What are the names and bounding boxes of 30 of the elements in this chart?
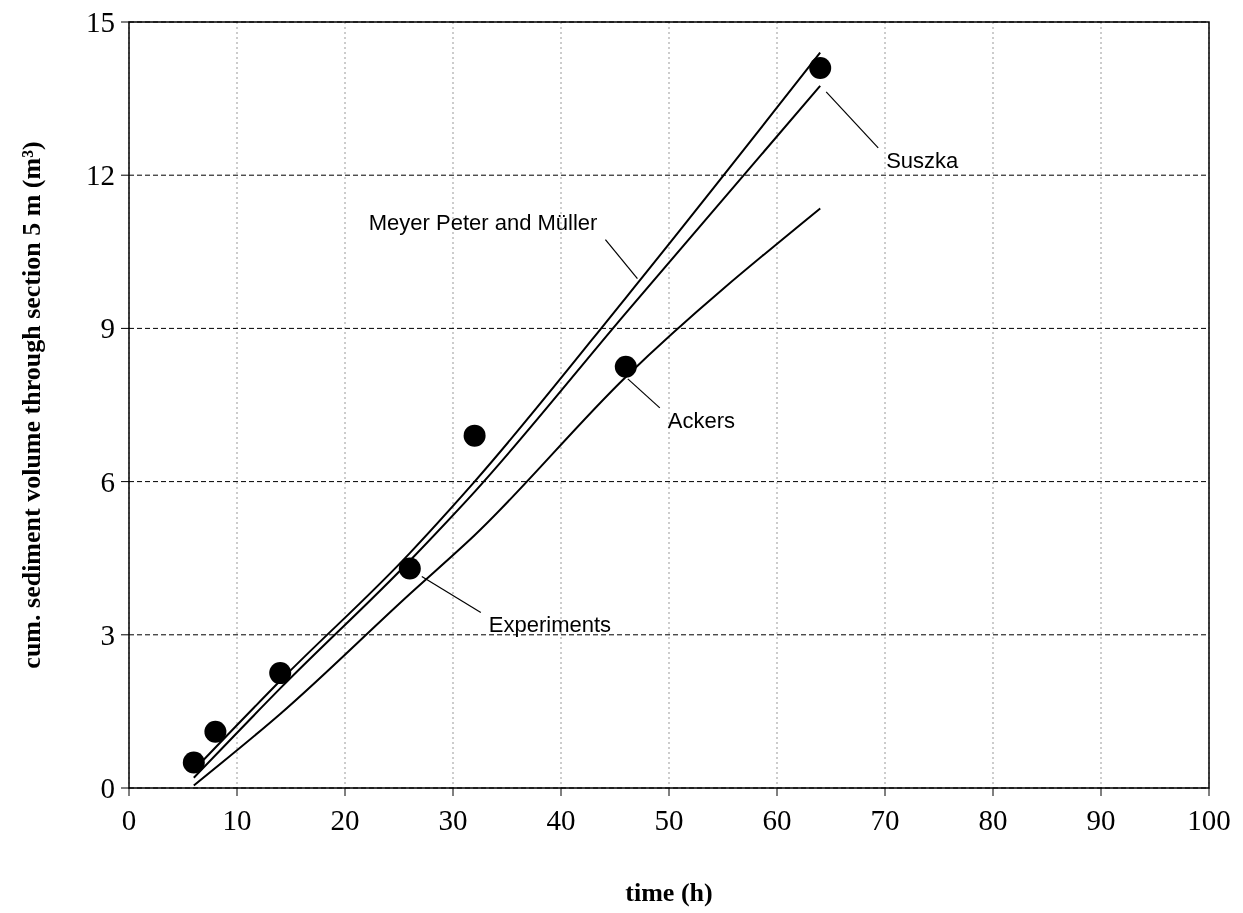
- x-tick-label: 60: [762, 804, 792, 836]
- text: Meyer Peter and Müller: [368, 209, 598, 235]
- x-tick-label: 80: [978, 804, 1008, 836]
- point: [398, 557, 421, 580]
- point: [269, 662, 292, 685]
- point: [463, 424, 486, 447]
- x-tick-label: 70: [870, 804, 900, 836]
- x-tick-label: 50: [654, 804, 684, 836]
- x-axis-title: time (h): [625, 878, 713, 907]
- point: [182, 751, 205, 774]
- y-tick-label: 12: [86, 159, 115, 192]
- x-tick-label: 0: [121, 804, 137, 836]
- y-axis-title: cum. sediment volume through section 5 m (m³): [17, 141, 46, 669]
- x-tick-label: 30: [438, 804, 468, 836]
- y-tick-label: 3: [100, 618, 115, 651]
- y-tick-label: 9: [100, 312, 115, 345]
- text: Ackers: [667, 407, 736, 433]
- x-tick-label: 40: [546, 804, 576, 836]
- point: [614, 355, 637, 378]
- text: Experiments: [488, 612, 612, 638]
- point: [809, 56, 832, 79]
- x-tick-label: 90: [1086, 804, 1116, 836]
- text: Suszka: [886, 147, 960, 173]
- y-tick-label: 6: [100, 465, 115, 498]
- x-tick-label: 20: [330, 804, 360, 836]
- x-tick-label: 100: [1187, 804, 1231, 836]
- y-tick-label: 15: [86, 6, 115, 38]
- x-tick-label: 10: [222, 804, 252, 836]
- y-tick-label: 0: [100, 772, 115, 804]
- point: [204, 720, 227, 743]
